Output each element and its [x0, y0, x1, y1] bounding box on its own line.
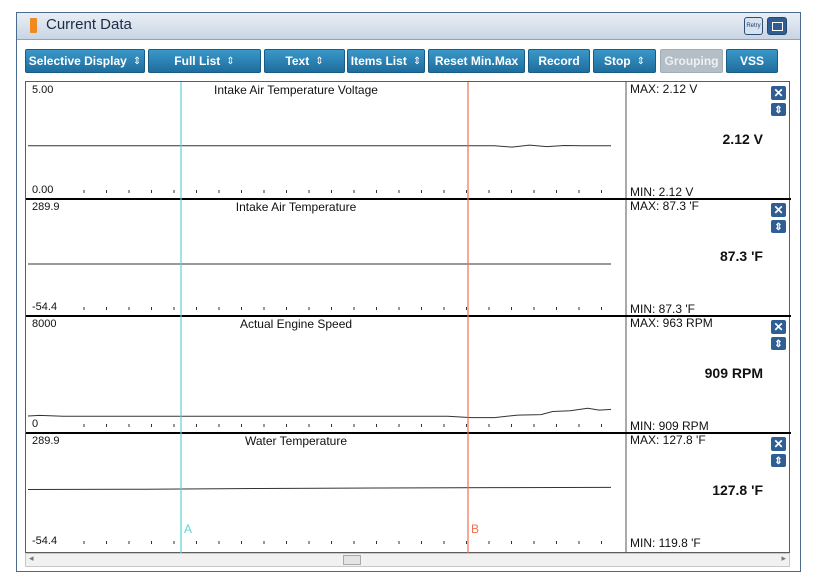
y-min-label: -54.4 [32, 535, 57, 547]
full-list-button[interactable]: Full List ⇕ [148, 49, 261, 73]
expand-graph-button[interactable] [771, 337, 786, 350]
button-label: Record [538, 54, 580, 68]
vss-button[interactable]: VSS [726, 49, 778, 73]
button-label: VSS [739, 54, 764, 68]
close-icon: ✕ [773, 320, 783, 334]
stop-button[interactable]: Stop ⇕ [593, 49, 656, 73]
selective-display-button[interactable]: Selective Display ⇕ [25, 49, 145, 73]
y-max-label: 8000 [32, 318, 56, 330]
remove-graph-button[interactable] [771, 437, 786, 451]
data-trace [27, 486, 612, 490]
scroll-right-icon[interactable]: ▸ [781, 553, 786, 563]
up-down-arrows-icon: ⇕ [226, 55, 235, 67]
expand-icon: ⇕ [774, 339, 782, 350]
current-value: 87.3 'F [720, 248, 763, 264]
button-label: Text [285, 54, 310, 68]
reset-min-max-button[interactable]: Reset Min.Max [428, 49, 525, 73]
items-list-button[interactable]: Items List ⇕ [347, 49, 425, 73]
scroll-thumb[interactable] [343, 555, 361, 565]
graph-area: 5.00 0.00 Intake Air Temperature Voltage MA… [25, 81, 791, 554]
max-value: MAX: 2.12 V [630, 82, 697, 96]
expand-graph-button[interactable] [771, 220, 786, 233]
grouping-button[interactable]: Grouping [660, 49, 723, 73]
graph-title: Water Temperature [245, 434, 347, 448]
max-value: MAX: 127.8 'F [630, 433, 706, 447]
y-min-label: 0 [32, 418, 38, 430]
horizontal-scrollbar[interactable]: ◂ ▸ [25, 553, 790, 567]
y-max-label: 289.9 [32, 201, 60, 213]
graph-title: Intake Air Temperature Voltage [214, 83, 378, 97]
button-label: Items List [350, 54, 407, 68]
maximize-button[interactable] [767, 17, 787, 35]
data-trace [28, 144, 611, 148]
remove-graph-button[interactable] [771, 320, 786, 334]
remove-graph-button[interactable] [771, 86, 786, 100]
graph-canvas: 5.00 0.00 Intake Air Temperature Voltage MA… [26, 82, 791, 554]
max-value: MAX: 87.3 'F [630, 199, 699, 213]
current-value: 909 RPM [705, 365, 763, 381]
button-label: Reset Min.Max [434, 54, 519, 68]
title-bar: Current Data Retry [17, 13, 800, 40]
button-label: Grouping [664, 54, 719, 68]
expand-graph-button[interactable] [771, 454, 786, 467]
remove-graph-button[interactable] [771, 203, 786, 217]
expand-graph-button[interactable] [771, 103, 786, 116]
y-min-label: -54.4 [32, 301, 57, 313]
expand-icon: ⇕ [774, 105, 782, 116]
close-icon: ✕ [773, 86, 783, 100]
y-max-label: 289.9 [32, 435, 60, 447]
text-button[interactable]: Text ⇕ [264, 49, 345, 73]
y-max-label: 5.00 [32, 84, 53, 96]
expand-icon: ⇕ [774, 222, 782, 233]
min-value: MIN: 119.8 'F [630, 536, 701, 550]
cursor-b-label: B [471, 522, 479, 536]
min-value: MIN: 87.3 'F [630, 302, 695, 316]
data-trace [27, 407, 612, 419]
button-label: Stop [603, 54, 631, 68]
record-button[interactable]: Record [528, 49, 590, 73]
up-down-arrows-icon: ⇕ [636, 55, 646, 67]
window-title: Current Data [46, 16, 132, 33]
min-value: MIN: 2.12 V [630, 185, 693, 199]
close-icon: ✕ [773, 437, 783, 451]
graph-title: Intake Air Temperature [236, 200, 357, 214]
max-value: MAX: 963 RPM [630, 316, 713, 330]
current-value: 127.8 'F [712, 482, 763, 498]
current-value: 2.12 V [723, 131, 764, 147]
up-down-arrows-icon: ⇕ [315, 55, 324, 67]
up-down-arrows-icon: ⇕ [132, 55, 142, 67]
retry-icon[interactable]: Retry [744, 17, 763, 35]
button-label: Full List [174, 54, 221, 68]
button-label: Selective Display [28, 54, 127, 68]
toolbar: Selective Display ⇕ Full List ⇕ Text ⇕ Items L… [17, 40, 800, 78]
scroll-left-icon[interactable]: ◂ [29, 553, 34, 563]
min-value: MIN: 909 RPM [630, 419, 709, 433]
close-icon: ✕ [773, 203, 783, 217]
current-data-window: Current Data Retry Selective Display ⇕ Ful… [16, 12, 801, 572]
app-icon [30, 18, 37, 33]
cursor-a-label: A [184, 522, 192, 536]
graph-title: Actual Engine Speed [240, 317, 352, 331]
y-min-label: 0.00 [32, 184, 53, 196]
up-down-arrows-icon: ⇕ [412, 55, 422, 67]
expand-icon: ⇕ [774, 456, 782, 467]
